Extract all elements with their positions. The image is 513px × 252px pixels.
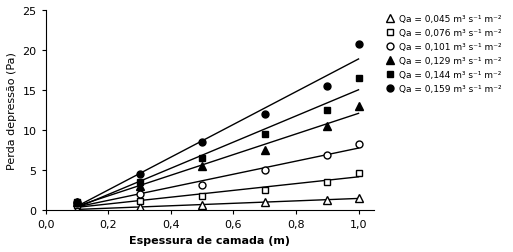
Legend: Qa = 0,045 m³ s⁻¹ m⁻², Qa = 0,076 m³ s⁻¹ m⁻², Qa = 0,101 m³ s⁻¹ m⁻², Qa = 0,129 : Qa = 0,045 m³ s⁻¹ m⁻², Qa = 0,076 m³ s⁻¹…: [382, 11, 505, 97]
Y-axis label: Perda depressão (Pa): Perda depressão (Pa): [7, 52, 17, 170]
X-axis label: Espessura de camada (m): Espessura de camada (m): [129, 235, 290, 245]
